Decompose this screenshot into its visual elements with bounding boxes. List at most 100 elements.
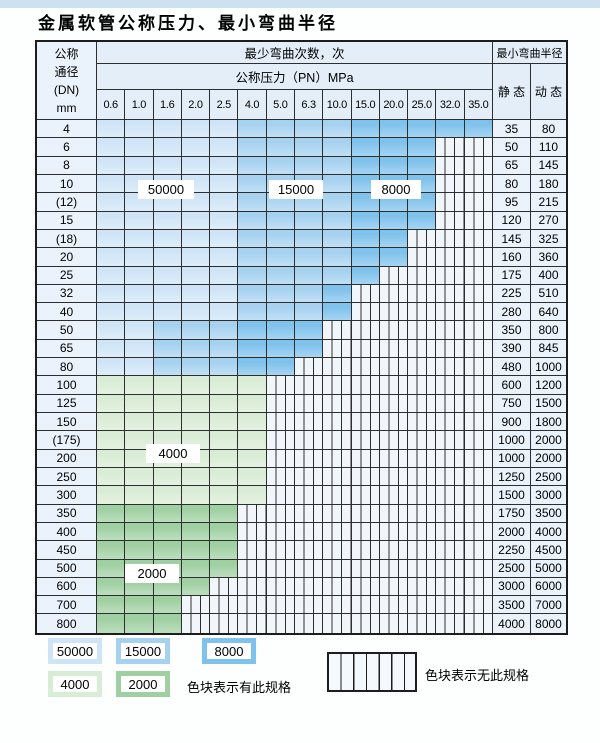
pressure-unit-header: 公称压力（PN）MPa: [97, 64, 493, 90]
spec-cell-b3: [408, 211, 437, 229]
no-spec-cell: [323, 394, 352, 412]
no-spec-cell: [408, 413, 437, 431]
static-radius-cell: 280: [493, 303, 531, 321]
no-spec-cell: [436, 449, 465, 467]
no-spec-cell: [351, 376, 380, 394]
no-spec-cell: [379, 413, 409, 431]
dn-cell: 400: [37, 522, 97, 541]
table-row: 80 480 1000: [37, 358, 566, 377]
no-spec-cell: [323, 413, 352, 431]
dn-header-line: 公称: [54, 46, 79, 61]
legend-swatch-15000: 15000: [116, 638, 170, 664]
no-spec-cell: [379, 614, 409, 633]
dn-cell: 15: [37, 211, 97, 229]
spec-cell-b3: [408, 120, 437, 138]
top-band: [0, 0, 600, 8]
no-spec-cell: [379, 577, 409, 596]
legend-swatch-value: 15000: [121, 643, 165, 659]
no-spec-cell: [379, 486, 409, 504]
dn-cell: 10: [37, 174, 97, 193]
spec-cell-g2: [153, 614, 182, 633]
dn-cell: 200: [37, 449, 97, 467]
dn-header-line: mm: [56, 100, 77, 115]
dn-cell: 25: [37, 266, 97, 284]
spec-cell-b2: [238, 120, 267, 138]
dn-header-line: 通径: [54, 64, 79, 79]
dn-cell: 150: [37, 413, 97, 431]
spec-cell-b2: [210, 339, 239, 358]
spec-cell-b1: [210, 174, 239, 193]
no-spec-cell: [294, 431, 324, 449]
spec-cell-b2: [238, 156, 267, 174]
no-spec-cell: [464, 321, 493, 339]
spec-cell-b1: [97, 248, 126, 266]
no-spec-cell: [464, 449, 493, 467]
static-radius-cell: 120: [493, 211, 531, 229]
no-spec-cell: [464, 596, 493, 614]
no-spec-cell: [294, 614, 324, 633]
pressure-header-cell: 2.5: [210, 90, 239, 119]
table-row: 40 280 640: [37, 303, 566, 322]
bend-radius-header-group: 最小弯曲半径 静 态 动 态: [493, 42, 566, 120]
spec-cell-b2: [294, 303, 324, 321]
spec-cell-b3: [408, 138, 437, 156]
no-spec-cell: [408, 376, 437, 394]
dynamic-radius-cell: 3500: [531, 504, 566, 522]
no-spec-cell: [436, 229, 465, 248]
spec-cell-b1: [181, 248, 211, 266]
no-spec-cell: [294, 358, 324, 376]
dynamic-radius-cell: 800: [531, 321, 566, 339]
static-radius-cell: 50: [493, 138, 531, 156]
no-spec-cell: [351, 504, 380, 522]
no-spec-cell: [266, 559, 295, 577]
spec-cell-g1: [125, 467, 154, 486]
no-spec-cell: [323, 577, 352, 596]
dn-cell: (175): [37, 431, 97, 449]
no-spec-cell: [464, 486, 493, 504]
no-spec-cell: [436, 394, 465, 412]
no-spec-cell: [436, 486, 465, 504]
no-spec-cell: [351, 321, 380, 339]
spec-cell-g1: [125, 413, 154, 431]
no-spec-cell: [323, 614, 352, 633]
no-spec-cell: [379, 394, 409, 412]
no-spec-cell: [464, 138, 493, 156]
no-spec-cell: [266, 394, 295, 412]
spec-cell-b2: [294, 248, 324, 266]
no-spec-cell: [379, 431, 409, 449]
dn-cell: 20: [37, 248, 97, 266]
spec-cell-g1: [97, 449, 126, 467]
spec-cell-b3: [408, 156, 437, 174]
no-spec-cell: [464, 431, 493, 449]
static-radius-cell: 160: [493, 248, 531, 266]
zone-label-15000: 15000: [269, 180, 323, 199]
spec-cell-b3: [379, 156, 409, 174]
dn-cell: 700: [37, 596, 97, 614]
spec-cell-b2: [266, 156, 295, 174]
spec-cell-b2: [181, 321, 211, 339]
spec-cell-b1: [125, 156, 154, 174]
dn-header-line: (DN): [53, 82, 80, 97]
spec-cell-g2: [125, 541, 154, 559]
spec-cell-b3: [351, 138, 380, 156]
static-radius-cell: 65: [493, 156, 531, 174]
dynamic-radius-cell: 180: [531, 174, 566, 193]
no-spec-cell: [379, 376, 409, 394]
spec-cell-b2: [294, 284, 324, 303]
no-spec-cell: [464, 577, 493, 596]
pressure-header-cell: 25.0: [408, 90, 437, 119]
no-spec-cell: [238, 577, 267, 596]
spec-cell-b1: [125, 358, 154, 376]
spec-cell-b1: [210, 229, 239, 248]
no-spec-cell: [436, 156, 465, 174]
no-spec-cell: [408, 321, 437, 339]
spec-cell-b1: [125, 284, 154, 303]
spec-cell-g2: [210, 504, 239, 522]
spec-cell-g1: [97, 486, 126, 504]
spec-cell-g1: [210, 376, 239, 394]
no-spec-cell: [436, 467, 465, 486]
dynamic-radius-cell: 845: [531, 339, 566, 358]
table-row: 6 50 110: [37, 138, 566, 157]
spec-cell-b1: [210, 266, 239, 284]
spec-cell-b2: [266, 229, 295, 248]
